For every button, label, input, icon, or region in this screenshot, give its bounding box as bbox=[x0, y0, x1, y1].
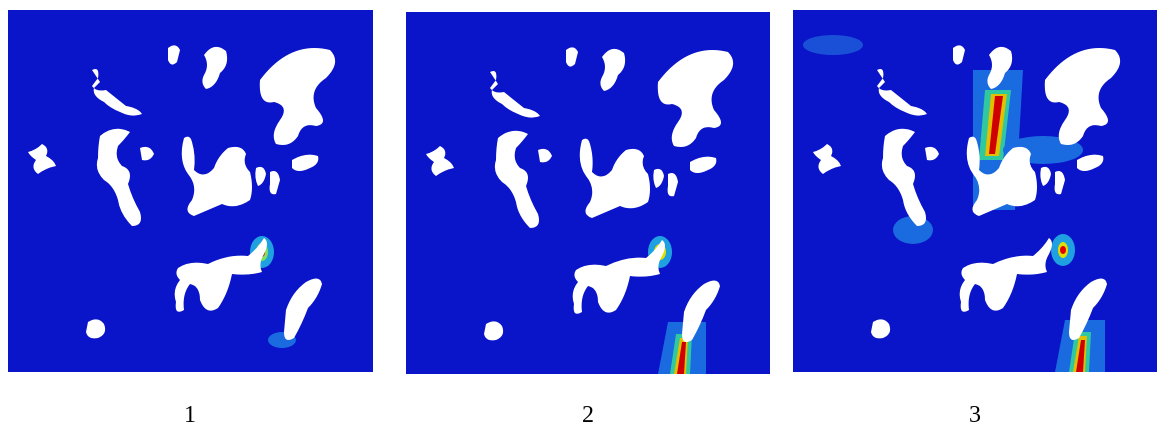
panel bbox=[406, 12, 770, 374]
panel-label: 3 bbox=[969, 402, 981, 428]
panel-label: 2 bbox=[582, 402, 594, 428]
panel-label: 1 bbox=[184, 402, 196, 428]
panel bbox=[8, 10, 373, 372]
panel bbox=[793, 10, 1157, 372]
